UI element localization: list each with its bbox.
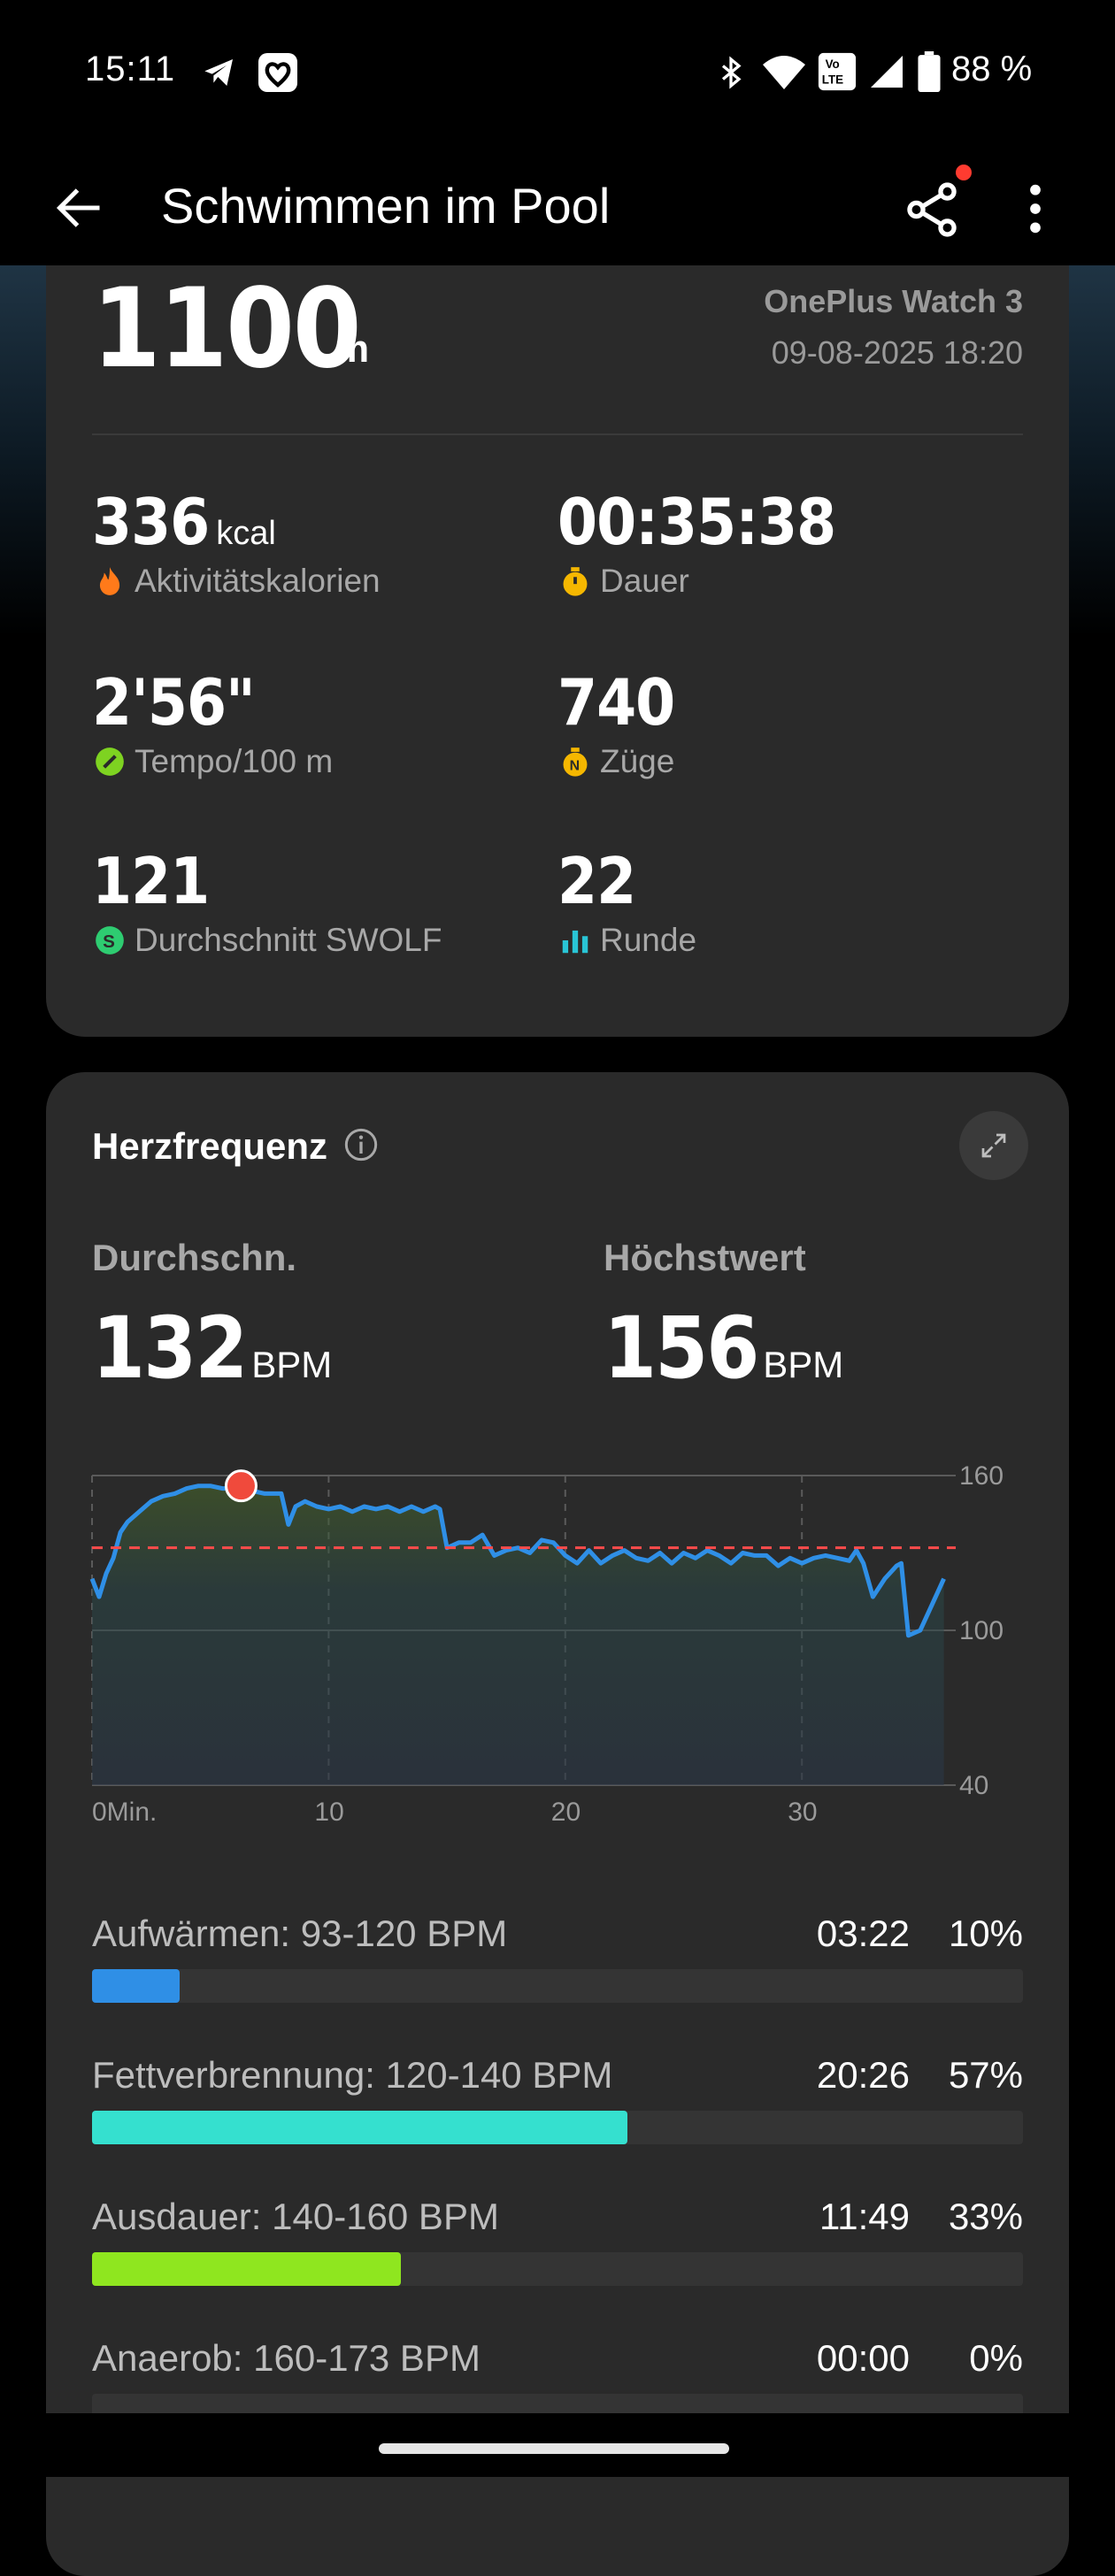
stat-value: 2'56" (92, 665, 256, 740)
share-icon[interactable] (901, 179, 963, 241)
y-tick-label: 100 (959, 1616, 1004, 1645)
max-hr: 156 BPM (604, 1299, 843, 1398)
stat-label: Dauer (600, 563, 689, 599)
avg-hr-value: 132 (92, 1299, 248, 1398)
stat-duration: 00:35:38 Dauer (558, 485, 836, 600)
distance-unit: m (334, 327, 370, 371)
svg-text:N: N (570, 759, 580, 774)
heart-rate-title: Herzfrequenz (92, 1125, 328, 1167)
swolf-icon: S (92, 923, 127, 958)
avg-hr-unit: BPM (251, 1344, 333, 1385)
stat-value: 336 (92, 485, 210, 559)
health-app-icon (258, 53, 297, 92)
zone-label: Aufwärmen: 93-120 BPM (92, 1913, 508, 1954)
heart-rate-area (92, 1485, 944, 1785)
expand-button[interactable] (959, 1111, 1028, 1180)
more-vertical-icon[interactable] (1018, 180, 1053, 237)
zone-bar-track (92, 2111, 1023, 2144)
telegram-icon (204, 59, 233, 86)
stat-label: Runde (600, 922, 697, 958)
avg-hr: 132 BPM (92, 1299, 332, 1398)
zone-time: 11:49 (819, 2196, 910, 2237)
distance-value: 1100 (92, 265, 361, 393)
summary-card (46, 230, 1069, 1037)
device-name: OnePlus Watch 3 (764, 283, 1023, 319)
zone-label: Fettverbrennung: 120-140 BPM (92, 2054, 613, 2096)
zone-label: Ausdauer: 140-160 BPM (92, 2196, 499, 2237)
zone-time: 00:00 (816, 2337, 910, 2379)
stat-pace: 2'56" Tempo/100 m (92, 665, 333, 780)
stat-value: 740 (558, 665, 675, 740)
pace-icon (92, 744, 127, 779)
workout-datetime: 09-08-2025 18:20 (771, 334, 1023, 371)
heart-rate-card (46, 1072, 1069, 2576)
y-tick-label: 40 (959, 1771, 988, 1800)
expand-icon (981, 1133, 1006, 1158)
zone-bar-track (92, 1969, 1023, 2003)
battery-icon (918, 51, 941, 92)
x-tick-label: 20 (551, 1798, 581, 1827)
stat-label: Tempo/100 m (135, 743, 334, 779)
zone-percent: 57% (948, 2054, 1023, 2096)
stopwatch-icon (558, 564, 593, 599)
battery-percent: 88 % (951, 50, 1033, 88)
stat-value: 22 (558, 844, 636, 918)
laps-icon (558, 923, 593, 958)
x-tick-label: 10 (314, 1798, 343, 1827)
stat-laps: 22 Runde (558, 844, 696, 959)
arrow-left-icon[interactable] (50, 181, 110, 234)
stat-label: Durchschnitt SWOLF (135, 922, 442, 958)
zone-time: 20:26 (816, 2054, 910, 2096)
svg-text:Vo: Vo (826, 58, 840, 71)
stat-label: Züge (600, 743, 675, 779)
svg-text:LTE: LTE (822, 73, 843, 86)
home-gesture-pill[interactable] (379, 2443, 729, 2454)
stat-value: 00:35:38 (558, 485, 836, 559)
heart-rate-line (89, 1484, 946, 1638)
strokes-icon: N (558, 744, 593, 779)
stat-label: Aktivitätskalorien (135, 563, 381, 599)
max-label: Höchstwert (604, 1237, 806, 1278)
y-tick-label: 160 (959, 1461, 1004, 1491)
divider (92, 433, 1023, 435)
notification-dot (956, 165, 972, 180)
signal-icon (871, 56, 903, 88)
stat-value: 121 (92, 844, 210, 918)
zone-bar-fill (92, 2252, 402, 2286)
zone-percent: 10% (948, 1913, 1023, 1954)
zone-bar-fill (92, 2111, 627, 2144)
max-hr-unit: BPM (763, 1344, 844, 1385)
stat-strokes: 740 N Züge (558, 665, 675, 780)
bluetooth-icon (721, 56, 742, 89)
status-time: 15:11 (85, 50, 176, 88)
flame-icon (92, 564, 127, 599)
heart-rate-chart[interactable]: 160 100 40 0Min. 10 20 30 (80, 1460, 1053, 1831)
wifi-icon (763, 56, 805, 89)
x-tick-label: 0Min. (92, 1798, 157, 1827)
zone-time: 03:22 (816, 1913, 910, 1954)
svg-text:S: S (103, 932, 115, 952)
stat-calories: 336 kcal Aktivitätskalorien (92, 485, 381, 600)
zone-bar-track (92, 2252, 1023, 2286)
stat-swolf: 121 S Durchschnitt SWOLF (92, 844, 442, 959)
zone-label: Anaerob: 160-173 BPM (92, 2337, 481, 2379)
zone-percent: 33% (948, 2196, 1023, 2237)
avg-label: Durchschn. (92, 1237, 297, 1278)
max-point-marker (224, 1469, 258, 1503)
zone-bar-fill (92, 1969, 180, 2003)
app-header (0, 146, 1115, 265)
page-title: Schwimmen im Pool (161, 178, 611, 234)
stat-unit: kcal (216, 515, 276, 552)
zone-percent: 0% (969, 2337, 1023, 2379)
volte-icon: Vo LTE (818, 52, 857, 91)
info-icon[interactable] (343, 1127, 379, 1162)
x-tick-label: 30 (788, 1798, 817, 1827)
max-hr-value: 156 (604, 1299, 759, 1398)
